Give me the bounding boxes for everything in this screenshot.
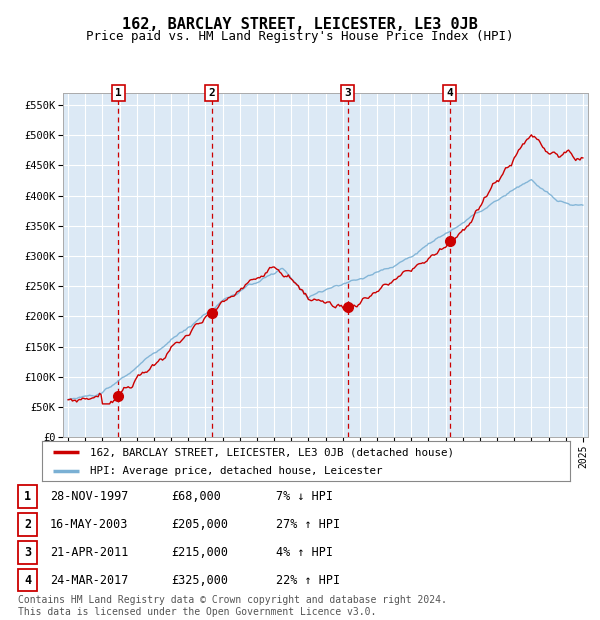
- Text: HPI: Average price, detached house, Leicester: HPI: Average price, detached house, Leic…: [89, 466, 382, 476]
- Text: 1: 1: [115, 88, 121, 98]
- Text: 1: 1: [24, 490, 31, 503]
- Text: £325,000: £325,000: [171, 574, 228, 587]
- Text: 2: 2: [208, 88, 215, 98]
- Text: 16-MAY-2003: 16-MAY-2003: [50, 518, 128, 531]
- Text: 4: 4: [446, 88, 453, 98]
- Text: Price paid vs. HM Land Registry's House Price Index (HPI): Price paid vs. HM Land Registry's House …: [86, 30, 514, 43]
- Text: 162, BARCLAY STREET, LEICESTER, LE3 0JB (detached house): 162, BARCLAY STREET, LEICESTER, LE3 0JB …: [89, 448, 454, 458]
- Text: 4% ↑ HPI: 4% ↑ HPI: [276, 546, 333, 559]
- Text: £68,000: £68,000: [171, 490, 221, 503]
- Text: 162, BARCLAY STREET, LEICESTER, LE3 0JB: 162, BARCLAY STREET, LEICESTER, LE3 0JB: [122, 17, 478, 32]
- Text: 2: 2: [24, 518, 31, 531]
- Text: 24-MAR-2017: 24-MAR-2017: [50, 574, 128, 587]
- Text: Contains HM Land Registry data © Crown copyright and database right 2024.
This d: Contains HM Land Registry data © Crown c…: [18, 595, 447, 617]
- Text: 7% ↓ HPI: 7% ↓ HPI: [276, 490, 333, 503]
- Text: 27% ↑ HPI: 27% ↑ HPI: [276, 518, 340, 531]
- Text: 22% ↑ HPI: 22% ↑ HPI: [276, 574, 340, 587]
- Text: 21-APR-2011: 21-APR-2011: [50, 546, 128, 559]
- Text: 28-NOV-1997: 28-NOV-1997: [50, 490, 128, 503]
- Text: £215,000: £215,000: [171, 546, 228, 559]
- Text: 3: 3: [344, 88, 352, 98]
- Text: 3: 3: [24, 546, 31, 559]
- Text: 4: 4: [24, 574, 31, 587]
- Text: £205,000: £205,000: [171, 518, 228, 531]
